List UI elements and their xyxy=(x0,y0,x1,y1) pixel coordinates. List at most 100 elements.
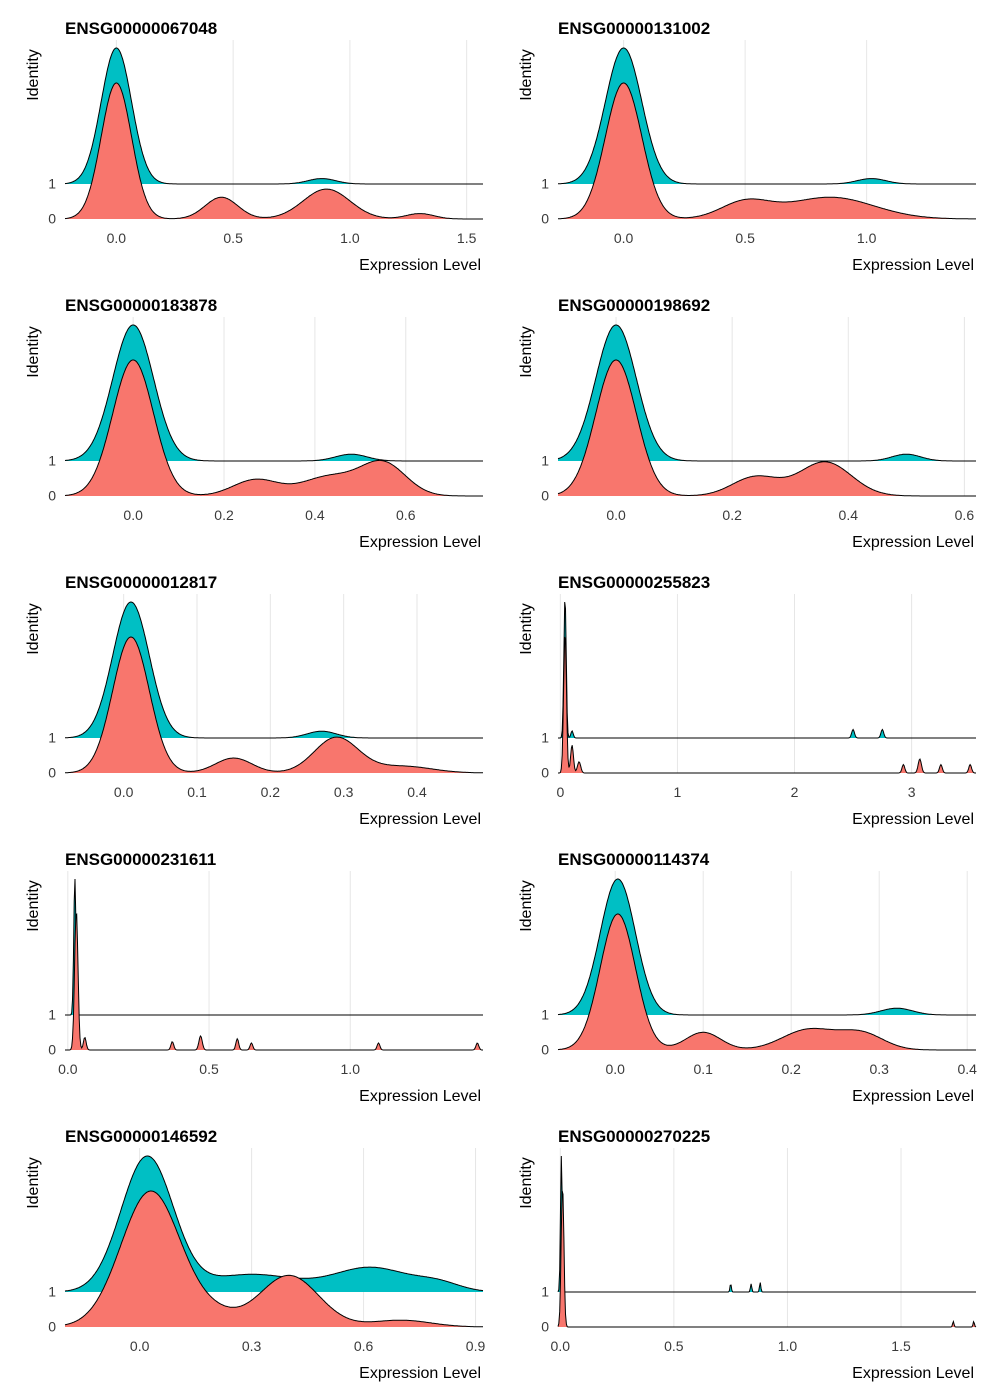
ridge-fill-identity-0 xyxy=(65,1191,483,1327)
x-tick-label: 0.3 xyxy=(334,784,354,800)
y-axis-title: Identity xyxy=(25,1157,42,1209)
panel-title: ENSG00000231611 xyxy=(65,850,216,869)
ridge-line-identity-1 xyxy=(65,878,483,1016)
ridge-line-identity-0 xyxy=(557,1190,977,1328)
y-tick-label: 0 xyxy=(48,1319,56,1335)
x-tick-label: 0 xyxy=(556,784,564,800)
x-tick-label: 0.1 xyxy=(693,1061,713,1077)
x-tick-label: 0.2 xyxy=(261,784,281,800)
ridge-line-identity-1 xyxy=(64,324,483,462)
x-tick-label: 1.5 xyxy=(891,1338,911,1354)
x-tick-label: 0.5 xyxy=(664,1338,684,1354)
y-axis-title: Identity xyxy=(25,880,42,932)
y-tick-label: 0 xyxy=(541,1319,549,1335)
ridge-line-identity-0 xyxy=(65,636,483,774)
y-tick-label: 1 xyxy=(541,730,549,746)
y-tick-label: 0 xyxy=(48,1042,56,1058)
x-tick-label: 0.6 xyxy=(955,507,975,523)
y-axis-title: Identity xyxy=(518,326,535,378)
panel-title: ENSG00000131002 xyxy=(558,19,710,38)
x-tick-label: 0.5 xyxy=(199,1061,219,1077)
ridge-fill-identity-0 xyxy=(65,637,483,773)
ridge-fill-identity-1 xyxy=(558,602,976,738)
x-tick-label: 0.4 xyxy=(957,1061,977,1077)
x-axis-title: Expression Level xyxy=(852,1088,974,1105)
y-axis-title: Identity xyxy=(25,603,42,655)
ridge-line-identity-0 xyxy=(557,913,976,1051)
x-tick-label: 1.0 xyxy=(778,1338,798,1354)
ridge-line-identity-1 xyxy=(557,324,976,462)
x-tick-label: 0.0 xyxy=(605,1061,625,1077)
y-axis-title: Identity xyxy=(518,49,535,101)
panel-title: ENSG00000114374 xyxy=(558,850,710,869)
x-tick-label: 0.0 xyxy=(614,230,634,246)
ridge-line-identity-1 xyxy=(558,47,976,185)
y-tick-label: 0 xyxy=(48,765,56,781)
panel-title: ENSG00000146592 xyxy=(65,1127,217,1146)
x-axis-title: Expression Level xyxy=(359,1088,481,1105)
panel-ensg00000012817: ENSG00000012817 Identity 0 1 0.0 0.1 0.2 0.3 0.4… xyxy=(25,573,483,828)
panel-ensg00000270225: ENSG00000270225 Identity 0 1 0.0 0.5 1.0 1.5 Exp… xyxy=(518,1127,977,1382)
ridge-line-identity-0 xyxy=(558,636,976,774)
panel-ensg00000146592: ENSG00000146592 Identity 0 1 0.0 0.3 0.6 0.9 Exp… xyxy=(25,1127,485,1382)
y-axis-title: Identity xyxy=(518,603,535,655)
ridge-line-identity-1 xyxy=(557,1155,976,1293)
x-tick-label: 0.0 xyxy=(114,784,134,800)
y-tick-label: 0 xyxy=(541,488,549,504)
ridge-line-identity-1 xyxy=(64,1155,484,1292)
panel-title: ENSG00000183878 xyxy=(65,296,217,315)
panel-ensg00000198692: ENSG00000198692 Identity 0 1 0.0 0.2 0.4 0.6 Exp… xyxy=(518,296,976,551)
x-axis-title: Expression Level xyxy=(359,257,481,274)
x-tick-label: 1.0 xyxy=(340,230,360,246)
x-tick-label: 1.0 xyxy=(341,1061,361,1077)
ridge-fill-identity-1 xyxy=(558,1156,976,1292)
x-axis-title: Expression Level xyxy=(359,1365,481,1382)
ridge-line-identity-0 xyxy=(558,82,976,220)
ridge-fill-identity-0 xyxy=(558,914,976,1050)
x-tick-label: 0.6 xyxy=(396,507,416,523)
y-tick-label: 0 xyxy=(48,211,56,227)
x-tick-label: 0.4 xyxy=(839,507,859,523)
x-tick-label: 0.4 xyxy=(407,784,427,800)
x-axis-title: Expression Level xyxy=(359,534,481,551)
ridge-fill-identity-0 xyxy=(558,637,976,773)
x-tick-label: 0.0 xyxy=(130,1338,150,1354)
ridge-line-identity-0 xyxy=(557,359,976,497)
x-tick-label: 0.6 xyxy=(354,1338,374,1354)
x-axis-title: Expression Level xyxy=(852,257,974,274)
x-tick-label: 0.5 xyxy=(223,230,243,246)
y-tick-label: 1 xyxy=(48,453,56,469)
y-tick-label: 0 xyxy=(541,1042,549,1058)
panel-title: ENSG00000067048 xyxy=(65,19,217,38)
ridge-fill-identity-1 xyxy=(65,879,483,1015)
panel-ensg00000255823: ENSG00000255823 Identity 0 1 0 1 2 3 Expression … xyxy=(518,573,976,828)
x-tick-label: 2 xyxy=(791,784,799,800)
x-tick-label: 0.0 xyxy=(606,507,626,523)
ridge-fill-identity-0 xyxy=(65,360,483,496)
x-tick-label: 0.0 xyxy=(123,507,143,523)
y-tick-label: 1 xyxy=(48,176,56,192)
y-tick-label: 1 xyxy=(48,730,56,746)
ridge-fill-identity-0 xyxy=(558,83,976,219)
x-tick-label: 0.2 xyxy=(781,1061,801,1077)
x-tick-label: 0.5 xyxy=(735,230,755,246)
y-tick-label: 0 xyxy=(541,765,549,781)
y-axis-title: Identity xyxy=(518,1157,535,1209)
ridge-line-identity-1 xyxy=(557,878,976,1016)
x-axis-title: Expression Level xyxy=(852,534,974,551)
y-tick-label: 1 xyxy=(541,1284,549,1300)
ridge-fill-identity-0 xyxy=(65,914,483,1050)
y-tick-label: 1 xyxy=(48,1007,56,1023)
x-tick-label: 0.9 xyxy=(466,1338,486,1354)
panel-ensg00000067048: ENSG00000067048 Identity 0 1 0.0 0.5 1.0 1.5 Exp… xyxy=(25,19,483,274)
panel-ensg00000231611: ENSG00000231611 Identity 0 1 0.0 0.5 1.0 Expres… xyxy=(25,850,483,1105)
x-axis-title: Expression Level xyxy=(852,811,974,828)
y-tick-label: 0 xyxy=(48,488,56,504)
ridge-fill-identity-0 xyxy=(558,1191,976,1327)
x-tick-label: 1.5 xyxy=(457,230,477,246)
y-tick-label: 0 xyxy=(541,211,549,227)
ridge-line-identity-1 xyxy=(65,601,483,739)
ridge-line-identity-1 xyxy=(64,47,483,185)
ridge-line-identity-0 xyxy=(64,82,483,220)
